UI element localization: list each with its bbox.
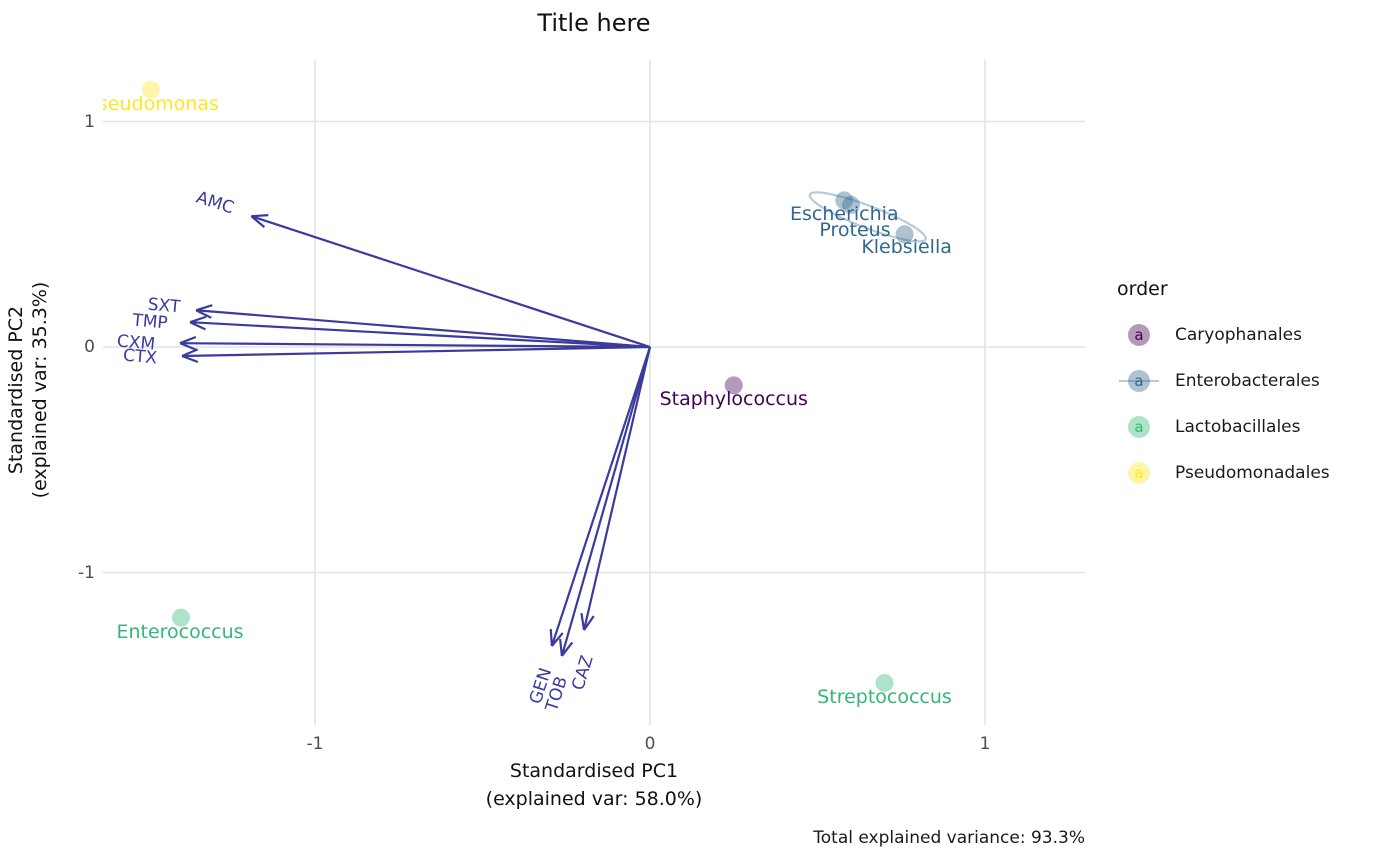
loading-arrow <box>582 346 652 631</box>
legend-ellipse-line <box>1119 380 1159 382</box>
loading-arrowhead <box>250 215 266 228</box>
legend-a-glyph: a <box>1134 418 1144 436</box>
y-tick-label: -1 <box>78 563 95 583</box>
cluster-ellipse <box>808 191 927 243</box>
legend: order a Caryophanales a Enterobacterales a La… <box>1117 278 1330 496</box>
loading-arrow <box>560 346 652 657</box>
legend-point-circle <box>1128 370 1150 392</box>
loading-arrowhead <box>551 632 564 647</box>
total-variance-caption: Total explained variance: 93.3% <box>813 828 1085 848</box>
legend-item-label: Caryophanales <box>1175 325 1302 345</box>
legend-a-glyph: a <box>1134 326 1144 344</box>
loading-arrow <box>195 309 651 349</box>
legend-key-icon: a <box>1117 414 1161 440</box>
legend-item: a Enterobacterales <box>1117 358 1330 404</box>
loading-arrow <box>181 345 651 358</box>
loading-arrowhead <box>179 342 197 351</box>
genus-point <box>172 608 190 627</box>
genus-point <box>895 225 914 244</box>
y-axis-title-line2: (explained var: 35.3%) <box>29 281 51 499</box>
loading-arrowhead <box>179 335 197 345</box>
x-axis-title: Standardised PC1 (explained var: 58.0%) <box>103 757 1085 813</box>
loading-arrowhead <box>189 315 207 324</box>
loading-arrow <box>550 346 652 647</box>
legend-item: a Caryophanales <box>1117 312 1330 358</box>
legend-point-circle <box>1128 416 1150 438</box>
chart-title: Title here <box>537 9 651 37</box>
legend-item-label: Enterobacterales <box>1175 371 1320 391</box>
loading-arrowhead <box>580 613 586 631</box>
x-axis-title-line1: Standardised PC1 <box>509 760 679 782</box>
loading-arrowhead <box>181 348 199 358</box>
loading-arrow <box>179 342 651 349</box>
legend-point-circle <box>1128 324 1150 346</box>
loading-arrowhead <box>181 354 199 364</box>
x-tick-label: 1 <box>979 734 991 754</box>
loading-arrowhead <box>251 214 269 218</box>
x-axis-title-line2: (explained var: 58.0%) <box>485 788 703 810</box>
legend-key-icon: a <box>1117 460 1161 486</box>
genus-point <box>875 673 894 692</box>
genus-point <box>141 80 160 99</box>
loading-arrowhead <box>561 641 574 657</box>
loading-arrowhead <box>195 309 212 319</box>
legend-item: a Lactobacillales <box>1117 404 1330 450</box>
legend-key-icon: a <box>1117 368 1161 394</box>
legend-items: a Caryophanales a Enterobacterales a Lactobac… <box>1117 312 1330 496</box>
x-tick-label: -1 <box>306 734 324 754</box>
legend-title: order <box>1117 278 1168 300</box>
loading-arrowhead <box>559 638 563 657</box>
genus-point <box>724 376 743 395</box>
legend-item-label: Lactobacillales <box>1175 417 1301 437</box>
loading-arrowhead <box>189 321 206 331</box>
legend-item: a Pseudomonadales <box>1117 450 1330 496</box>
loading-arrowhead <box>583 615 595 631</box>
legend-a-glyph: a <box>1134 464 1144 482</box>
legend-item-label: Pseudomonadales <box>1175 463 1330 483</box>
y-tick-label: 0 <box>84 337 95 357</box>
legend-point-circle <box>1128 462 1150 484</box>
y-tick-label: 1 <box>84 112 95 132</box>
x-tick-label: 0 <box>644 734 656 754</box>
y-axis-title-line1: Standardised PC2 <box>5 305 27 475</box>
genus-point <box>835 191 854 210</box>
legend-a-glyph: a <box>1134 372 1144 390</box>
legend-key-icon: a <box>1117 322 1161 348</box>
genus-point <box>842 195 860 214</box>
loading-arrowhead <box>195 304 213 312</box>
loading-arrowhead <box>549 628 553 647</box>
loading-arrow <box>189 321 651 349</box>
loading-arrow <box>251 215 651 349</box>
